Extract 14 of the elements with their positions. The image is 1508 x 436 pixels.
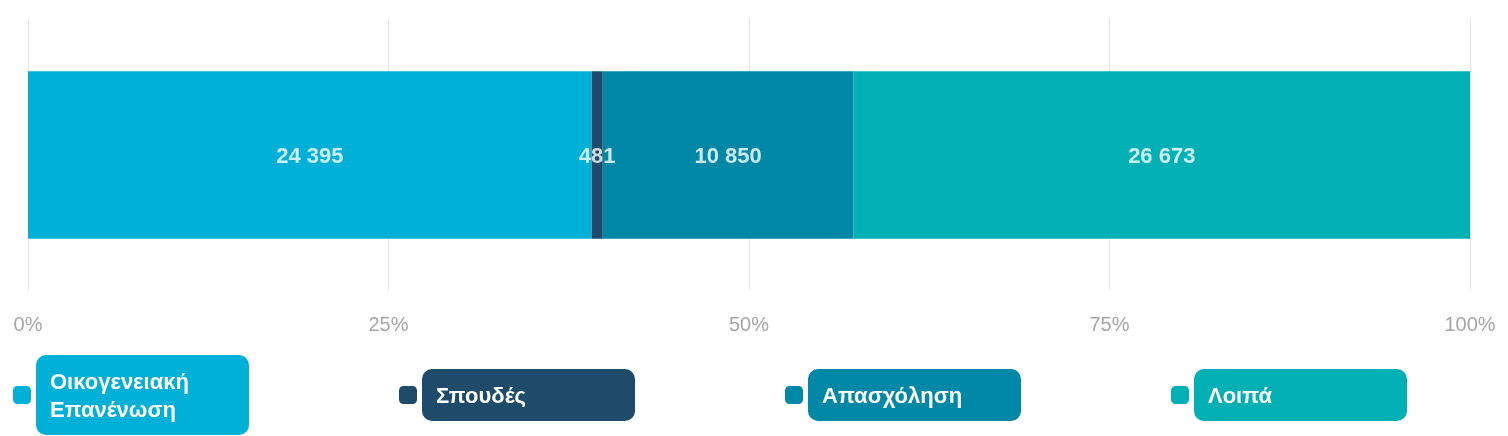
x-tick-label: 0% bbox=[13, 313, 43, 335]
bar bbox=[853, 71, 1470, 239]
x-tick-label: 25% bbox=[368, 313, 409, 335]
annotation: 10 850 bbox=[694, 142, 762, 168]
legend-label: Σπουδές bbox=[436, 382, 527, 408]
annotation: 26 673 bbox=[1128, 142, 1196, 168]
x-tick-label: 100% bbox=[1444, 313, 1496, 335]
legend-label: Οικογενειακή Επανένωση bbox=[50, 368, 189, 422]
legend-label: Λοιπά bbox=[1208, 382, 1273, 408]
x-tick-label: 75% bbox=[1089, 313, 1130, 335]
legend-label: Απασχόληση bbox=[822, 382, 963, 408]
annotation: 24 395 bbox=[276, 142, 344, 168]
x-tick-label: 50% bbox=[728, 313, 770, 335]
annotation: 481 bbox=[578, 142, 616, 168]
